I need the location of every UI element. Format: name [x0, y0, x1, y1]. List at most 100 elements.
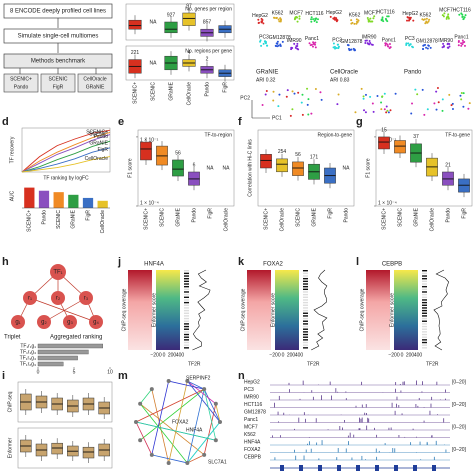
plot-frame — [17, 427, 113, 469]
cell-line-label: K562 — [272, 10, 284, 16]
umap-dot — [416, 93, 419, 96]
x-tick-label: 0 — [401, 352, 404, 358]
umap-dot — [407, 42, 410, 45]
umap-dot — [348, 49, 351, 52]
edge — [203, 403, 217, 455]
node — [213, 438, 218, 443]
umap-dot — [386, 15, 389, 18]
umap-dot — [442, 42, 445, 45]
x-tick-label: 0 — [282, 352, 285, 358]
barcode — [184, 347, 189, 349]
barcode — [184, 301, 189, 304]
umap-dot — [441, 14, 444, 17]
umap-dot — [461, 16, 464, 19]
box-note: 56 — [295, 152, 301, 158]
cell-line-label: IMR90 — [438, 38, 453, 44]
legend-entry: SCENIC — [89, 132, 108, 138]
umap-dot — [350, 22, 353, 25]
panel-letter: h — [2, 256, 9, 268]
exon — [356, 465, 360, 471]
method-name: SCENIC — [49, 76, 68, 82]
barcode — [184, 312, 189, 314]
method-box — [40, 73, 76, 93]
edge — [186, 389, 205, 464]
panel-letter: n — [238, 370, 245, 382]
y-tick-label: TF₁r₂g₃ — [20, 361, 36, 367]
box-note: 4 — [188, 50, 191, 56]
umap-dot — [445, 16, 448, 19]
edge — [187, 380, 217, 405]
umap-dot — [386, 20, 389, 23]
track-label: HepG2 — [244, 379, 260, 385]
barcode — [184, 336, 189, 338]
umap-ari: ARI 0.83 — [330, 77, 350, 83]
y-label: TF recovery — [9, 136, 15, 163]
track-label: GM12878 — [244, 409, 266, 415]
panel-letter: e — [118, 116, 124, 128]
cell-line-label: IMR90 — [362, 35, 377, 41]
umap-dot — [354, 111, 357, 114]
umap-dot — [367, 42, 370, 45]
node-label: g₂ — [41, 320, 47, 326]
barcode — [184, 285, 189, 288]
umap-dot — [408, 18, 411, 21]
track-label: K562 — [244, 432, 256, 438]
umap-dot — [314, 46, 317, 49]
node-label: r₂ — [56, 296, 61, 302]
umap-dot — [373, 15, 376, 18]
box — [82, 446, 95, 459]
edge — [203, 388, 221, 423]
umap-dot — [371, 102, 374, 105]
pc-label: PC2 — [240, 95, 250, 101]
track-range: [0–20] — [452, 447, 467, 453]
umap-dot — [410, 112, 413, 115]
umap-dot — [423, 113, 426, 116]
y-label: Enformer score — [389, 293, 395, 327]
node — [185, 379, 190, 384]
barcode — [422, 347, 427, 349]
umap-dot — [383, 108, 386, 111]
node — [185, 460, 190, 465]
x-tick-label: SCENIC+ — [27, 210, 33, 232]
legend-entry: SCENIC+ — [86, 130, 108, 136]
barcode — [422, 283, 427, 285]
header: Aggregated ranking — [50, 335, 102, 341]
barcode — [303, 320, 308, 322]
node — [218, 420, 222, 424]
bar — [37, 355, 78, 361]
umap-dot — [307, 113, 310, 116]
method-name: CellOracle — [83, 76, 107, 82]
barcode — [422, 270, 427, 272]
barcode — [303, 291, 308, 293]
umap-dot — [460, 42, 463, 45]
umap-dot — [368, 40, 371, 43]
x-tick-label: GRaNIE — [71, 209, 77, 228]
umap-dot — [462, 105, 465, 108]
x-tick-label: CellOracle — [186, 82, 192, 106]
barcode — [422, 288, 427, 291]
x-tick-label: 400 — [295, 352, 304, 358]
umap-dot — [442, 15, 445, 18]
barcode — [303, 336, 308, 338]
umap-dot — [462, 17, 465, 20]
box-note: 15 — [381, 127, 387, 133]
umap-dot — [308, 42, 311, 45]
bar — [37, 349, 89, 355]
box — [378, 136, 390, 150]
umap-dot — [447, 13, 450, 16]
track-label: HCT116 — [244, 402, 262, 408]
umap-dot — [296, 42, 299, 45]
umap-dot — [425, 17, 428, 20]
umap-dot — [389, 109, 392, 112]
umap-method: Pando — [404, 70, 422, 76]
umap-dot — [451, 108, 454, 111]
profile — [311, 269, 328, 351]
method-name: Pando — [14, 84, 29, 90]
plot-frame — [137, 129, 235, 207]
barcode — [184, 272, 189, 275]
umap-dot — [311, 45, 314, 48]
umap-dot — [315, 21, 318, 24]
plot-frame — [21, 127, 111, 173]
x-tick-label: CellOracle — [279, 208, 285, 232]
umap-dot — [277, 105, 280, 108]
